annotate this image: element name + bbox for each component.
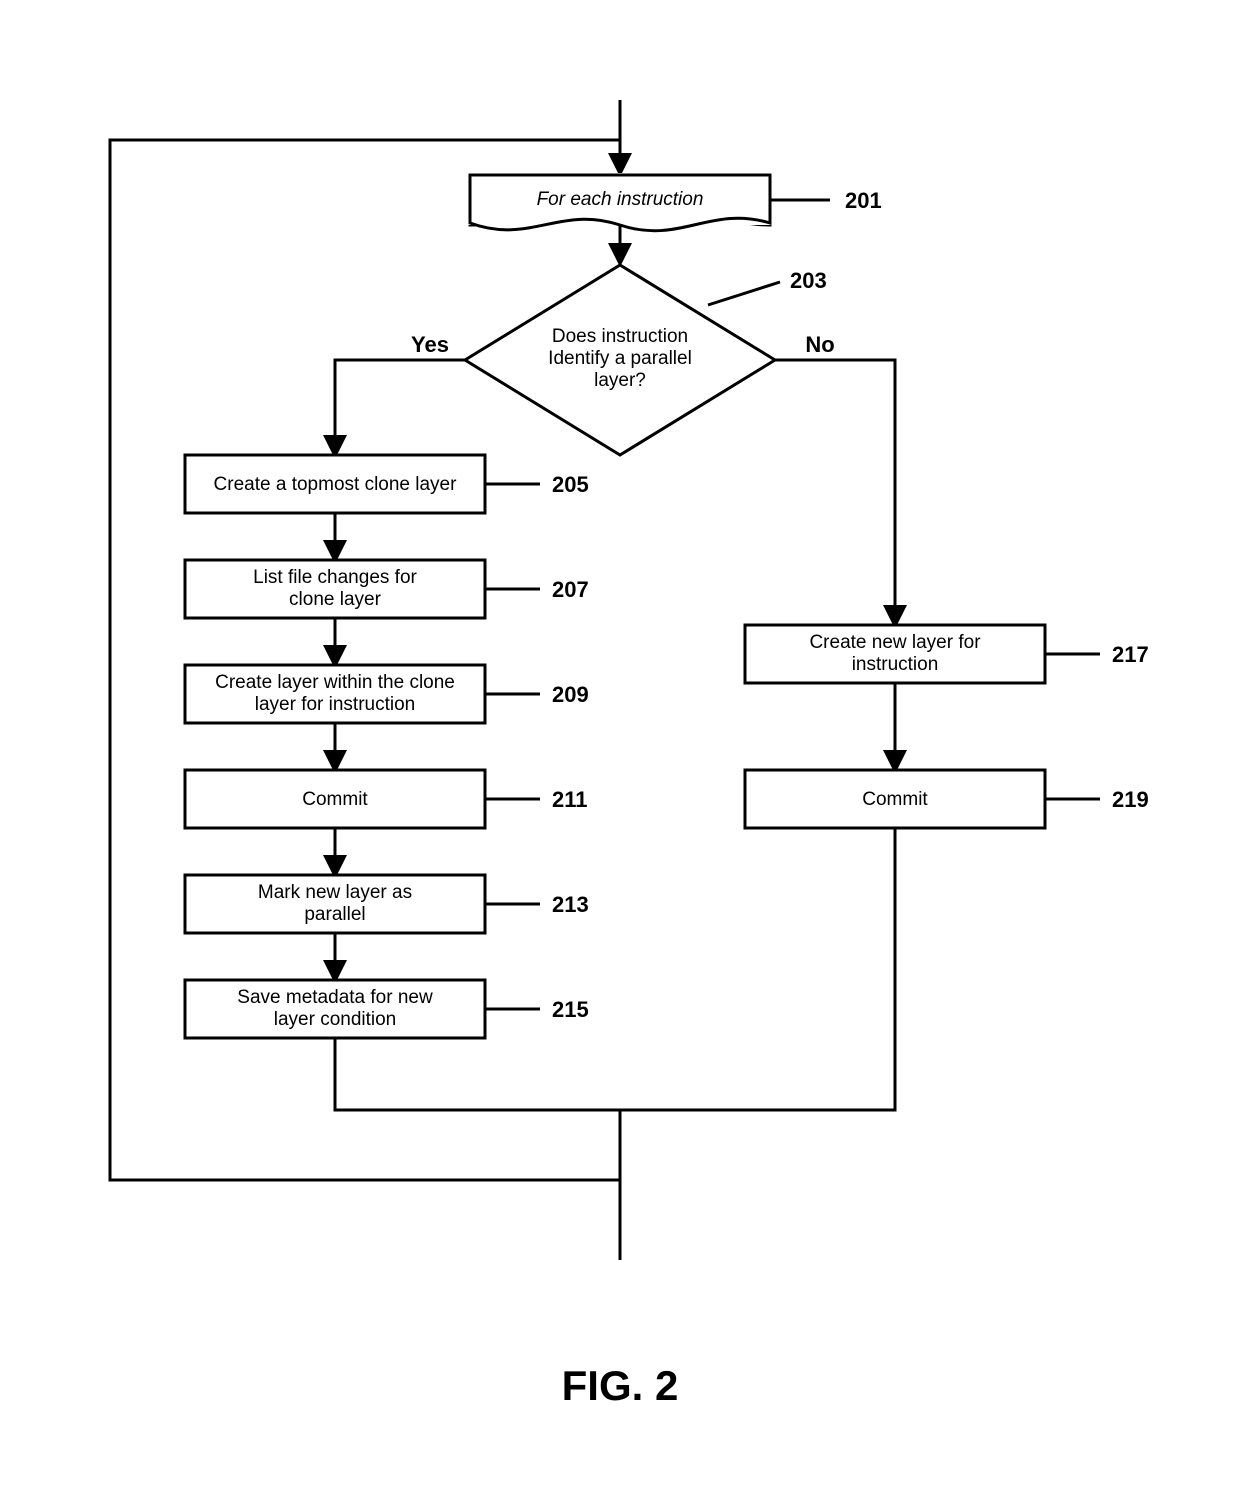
label-217-l2: instruction (852, 654, 939, 675)
branch-no: No (805, 332, 834, 357)
ref-201: 201 (845, 188, 882, 213)
figure-label: FIG. 2 (562, 1362, 679, 1409)
edge-219-merge (620, 828, 895, 1110)
node-205: Create a topmost clone layer (185, 455, 485, 513)
label-211: Commit (302, 789, 368, 810)
label-207-l2: clone layer (289, 589, 382, 610)
ref-211: 211 (552, 787, 588, 812)
ref-209: 209 (552, 682, 589, 707)
label-219: Commit (862, 789, 928, 810)
node-decision: Does instruction Identify a parallel lay… (465, 265, 775, 455)
ref-215: 215 (552, 997, 589, 1022)
ref-203: 203 (790, 268, 827, 293)
ref-leader-203 (708, 282, 780, 305)
node-219: Commit (745, 770, 1045, 828)
node-217: Create new layer for instruction (745, 625, 1045, 683)
label-205: Create a topmost clone layer (214, 474, 458, 495)
loop-header-label: For each instruction (537, 189, 704, 210)
label-215-l2: layer condition (274, 1009, 397, 1030)
node-207: List file changes for clone layer (185, 560, 485, 618)
branch-yes: Yes (411, 332, 449, 357)
loop-header: For each instruction (468, 173, 772, 231)
edge-215-merge (335, 1038, 620, 1110)
node-215: Save metadata for new layer condition (185, 980, 485, 1038)
label-217-l1: Create new layer for (809, 632, 981, 653)
label-209-l1: Create layer within the clone (215, 672, 455, 693)
label-213-l1: Mark new layer as (258, 882, 412, 903)
decision-line1: Does instruction (552, 326, 688, 347)
ref-207: 207 (552, 577, 589, 602)
node-213: Mark new layer as parallel (185, 875, 485, 933)
ref-219: 219 (1112, 787, 1149, 812)
edge-yes (335, 360, 465, 455)
edge-no (775, 360, 895, 625)
label-215-l1: Save metadata for new (237, 987, 433, 1008)
node-211: Commit (185, 770, 485, 828)
decision-line2: Identify a parallel (548, 348, 692, 369)
node-209: Create layer within the clone layer for … (185, 665, 485, 723)
flowchart: For each instruction 201 Does instructio… (0, 0, 1240, 1493)
label-209-l2: layer for instruction (255, 694, 416, 715)
label-207-l1: List file changes for (253, 567, 417, 588)
ref-217: 217 (1112, 642, 1149, 667)
ref-205: 205 (552, 472, 589, 497)
ref-213: 213 (552, 892, 589, 917)
label-213-l2: parallel (304, 904, 365, 925)
decision-line3: layer? (594, 370, 646, 391)
